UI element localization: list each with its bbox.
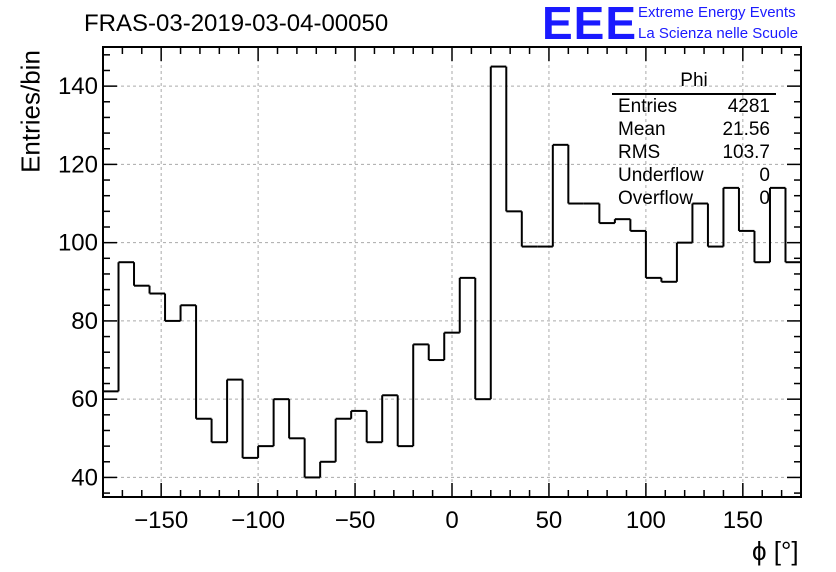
eee-tagline-1: Extreme Energy Events — [638, 4, 796, 21]
x-tick-label: −50 — [335, 507, 376, 534]
y-tick-label: 140 — [58, 73, 98, 100]
stats-row-rms: RMS 103.7 — [612, 142, 776, 165]
stats-key: Underflow — [618, 165, 704, 186]
x-tick-label: −100 — [231, 507, 285, 534]
x-tick-label: 0 — [445, 507, 458, 534]
eee-logo: EEE — [542, 0, 638, 49]
x-tick-label: −150 — [134, 507, 188, 534]
stats-row-underflow: Underflow 0 — [612, 165, 776, 188]
stats-box-title: Phi — [680, 70, 708, 91]
y-tick-label: 100 — [58, 230, 98, 257]
x-axis-label: ϕ [°] — [752, 536, 799, 566]
eee-tagline-2: La Scienza nelle Scuole — [638, 25, 799, 42]
stats-row-mean: Mean 21.56 — [612, 119, 776, 142]
stats-key: RMS — [618, 142, 661, 163]
stats-key: Mean — [618, 119, 666, 140]
stats-value: 21.56 — [722, 119, 770, 140]
x-tick-label: 150 — [723, 507, 763, 534]
stats-value: 4281 — [727, 96, 770, 117]
y-tick-label: 80 — [71, 308, 98, 335]
y-tick-label: 40 — [71, 464, 98, 491]
stats-value: 103.7 — [722, 142, 770, 163]
x-tick-label: 50 — [536, 507, 563, 534]
y-axis-label: Entries/bin — [15, 50, 46, 173]
x-tick-label: 100 — [626, 507, 666, 534]
stats-key: Overflow — [618, 188, 693, 209]
stats-value: 0 — [759, 188, 770, 209]
chart-title: FRAS-03-2019-03-04-00050 — [84, 10, 389, 37]
stats-box: Phi Entries 4281 Mean 21.56 RMS 103.7 Under… — [612, 70, 776, 211]
stats-row-entries: Entries 4281 — [612, 96, 776, 119]
stats-row-overflow: Overflow 0 — [612, 188, 776, 211]
y-tick-label: 60 — [71, 386, 98, 413]
stats-key: Entries — [618, 96, 678, 117]
y-tick-label: 120 — [58, 151, 98, 178]
stats-box-rule — [612, 93, 776, 95]
stats-value: 0 — [759, 165, 770, 186]
